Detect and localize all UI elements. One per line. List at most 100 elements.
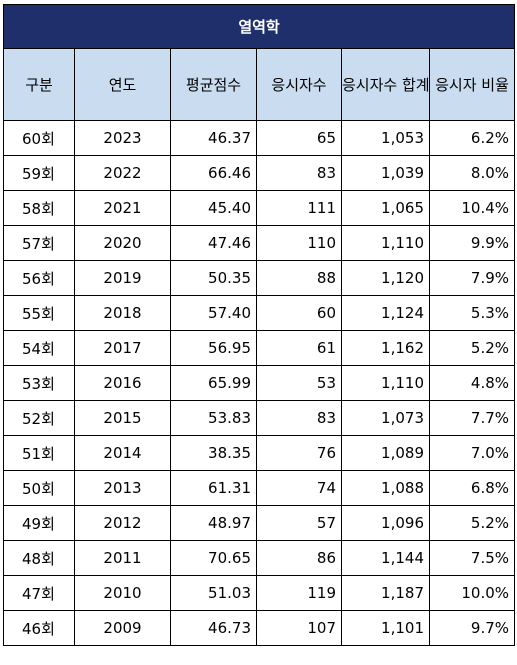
- table-row: 47회 2010 51.03 119 1,187 10.0%: [3, 575, 516, 611]
- round-cell[interactable]: 54회: [3, 330, 75, 366]
- year-cell[interactable]: 2022: [74, 155, 171, 191]
- round-cell[interactable]: 59회: [3, 155, 75, 191]
- total-takers-cell[interactable]: 1,065: [341, 190, 430, 226]
- ratio-cell[interactable]: 10.4%: [428, 190, 516, 226]
- header-total-takers[interactable]: 응시자수 합계: [341, 48, 430, 121]
- takers-cell[interactable]: 111: [256, 190, 342, 226]
- round-cell[interactable]: 51회: [3, 435, 75, 471]
- takers-cell[interactable]: 110: [256, 225, 342, 261]
- takers-cell[interactable]: 60: [256, 295, 342, 331]
- average-score-cell[interactable]: 51.03: [170, 575, 257, 611]
- round-cell[interactable]: 46회: [3, 610, 75, 646]
- total-takers-cell[interactable]: 1,124: [341, 295, 430, 331]
- average-score-cell[interactable]: 66.46: [170, 155, 257, 191]
- average-score-cell[interactable]: 70.65: [170, 540, 257, 576]
- total-takers-cell[interactable]: 1,110: [341, 225, 430, 261]
- total-takers-cell[interactable]: 1,088: [341, 470, 430, 506]
- takers-cell[interactable]: 119: [256, 575, 342, 611]
- header-ratio[interactable]: 응시자 비율: [428, 48, 516, 121]
- average-score-cell[interactable]: 46.73: [170, 610, 257, 646]
- round-cell[interactable]: 53회: [3, 365, 75, 401]
- average-score-cell[interactable]: 47.46: [170, 225, 257, 261]
- year-cell[interactable]: 2014: [74, 435, 171, 471]
- total-takers-cell[interactable]: 1,096: [341, 505, 430, 541]
- ratio-cell[interactable]: 5.3%: [428, 295, 516, 331]
- year-cell[interactable]: 2018: [74, 295, 171, 331]
- year-cell[interactable]: 2011: [74, 540, 171, 576]
- ratio-cell[interactable]: 7.7%: [428, 400, 516, 436]
- ratio-cell[interactable]: 4.8%: [428, 365, 516, 401]
- year-cell[interactable]: 2012: [74, 505, 171, 541]
- ratio-cell[interactable]: 5.2%: [428, 505, 516, 541]
- ratio-cell[interactable]: 5.2%: [428, 330, 516, 366]
- takers-cell[interactable]: 86: [256, 540, 342, 576]
- header-year[interactable]: 연도: [74, 48, 171, 121]
- total-takers-cell[interactable]: 1,101: [341, 610, 430, 646]
- ratio-cell[interactable]: 9.7%: [428, 610, 516, 646]
- year-cell[interactable]: 2021: [74, 190, 171, 226]
- takers-cell[interactable]: 76: [256, 435, 342, 471]
- ratio-cell[interactable]: 10.0%: [428, 575, 516, 611]
- year-cell[interactable]: 2015: [74, 400, 171, 436]
- round-cell[interactable]: 55회: [3, 295, 75, 331]
- round-cell[interactable]: 47회: [3, 575, 75, 611]
- takers-cell[interactable]: 53: [256, 365, 342, 401]
- round-cell[interactable]: 52회: [3, 400, 75, 436]
- average-score-cell[interactable]: 53.83: [170, 400, 257, 436]
- takers-cell[interactable]: 83: [256, 155, 342, 191]
- year-cell[interactable]: 2023: [74, 120, 171, 156]
- round-cell[interactable]: 56회: [3, 260, 75, 296]
- average-score-cell[interactable]: 50.35: [170, 260, 257, 296]
- total-takers-cell[interactable]: 1,162: [341, 330, 430, 366]
- ratio-cell[interactable]: 8.0%: [428, 155, 516, 191]
- average-score-cell[interactable]: 46.37: [170, 120, 257, 156]
- round-cell[interactable]: 48회: [3, 540, 75, 576]
- total-takers-cell[interactable]: 1,053: [341, 120, 430, 156]
- takers-cell[interactable]: 61: [256, 330, 342, 366]
- year-cell[interactable]: 2010: [74, 575, 171, 611]
- total-takers-cell[interactable]: 1,120: [341, 260, 430, 296]
- ratio-cell[interactable]: 7.5%: [428, 540, 516, 576]
- average-score-cell[interactable]: 65.99: [170, 365, 257, 401]
- round-cell[interactable]: 49회: [3, 505, 75, 541]
- year-cell[interactable]: 2020: [74, 225, 171, 261]
- round-cell[interactable]: 57회: [3, 225, 75, 261]
- round-cell[interactable]: 50회: [3, 470, 75, 506]
- total-takers-cell[interactable]: 1,144: [341, 540, 430, 576]
- year-cell[interactable]: 2013: [74, 470, 171, 506]
- header-takers[interactable]: 응시자수: [256, 48, 342, 121]
- takers-cell[interactable]: 57: [256, 505, 342, 541]
- average-score-cell[interactable]: 45.40: [170, 190, 257, 226]
- ratio-cell[interactable]: 6.8%: [428, 470, 516, 506]
- ratio-cell[interactable]: 7.0%: [428, 435, 516, 471]
- header-round[interactable]: 구분: [3, 48, 75, 121]
- year-cell[interactable]: 2009: [74, 610, 171, 646]
- takers-cell[interactable]: 74: [256, 470, 342, 506]
- table-row: 50회 2013 61.31 74 1,088 6.8%: [3, 470, 516, 506]
- header-average-score[interactable]: 평균점수: [170, 48, 257, 121]
- ratio-cell[interactable]: 7.9%: [428, 260, 516, 296]
- ratio-cell[interactable]: 6.2%: [428, 120, 516, 156]
- year-cell[interactable]: 2017: [74, 330, 171, 366]
- year-cell[interactable]: 2019: [74, 260, 171, 296]
- table-row: 55회 2018 57.40 60 1,124 5.3%: [3, 295, 516, 331]
- total-takers-cell[interactable]: 1,089: [341, 435, 430, 471]
- average-score-cell[interactable]: 61.31: [170, 470, 257, 506]
- takers-cell[interactable]: 107: [256, 610, 342, 646]
- average-score-cell[interactable]: 38.35: [170, 435, 257, 471]
- round-cell[interactable]: 60회: [3, 120, 75, 156]
- table-title[interactable]: 열역학: [2, 4, 516, 49]
- average-score-cell[interactable]: 57.40: [170, 295, 257, 331]
- total-takers-cell[interactable]: 1,187: [341, 575, 430, 611]
- total-takers-cell[interactable]: 1,039: [341, 155, 430, 191]
- year-cell[interactable]: 2016: [74, 365, 171, 401]
- takers-cell[interactable]: 65: [256, 120, 342, 156]
- ratio-cell[interactable]: 9.9%: [428, 225, 516, 261]
- round-cell[interactable]: 58회: [3, 190, 75, 226]
- total-takers-cell[interactable]: 1,073: [341, 400, 430, 436]
- total-takers-cell[interactable]: 1,110: [341, 365, 430, 401]
- average-score-cell[interactable]: 56.95: [170, 330, 257, 366]
- takers-cell[interactable]: 83: [256, 400, 342, 436]
- takers-cell[interactable]: 88: [256, 260, 342, 296]
- average-score-cell[interactable]: 48.97: [170, 505, 257, 541]
